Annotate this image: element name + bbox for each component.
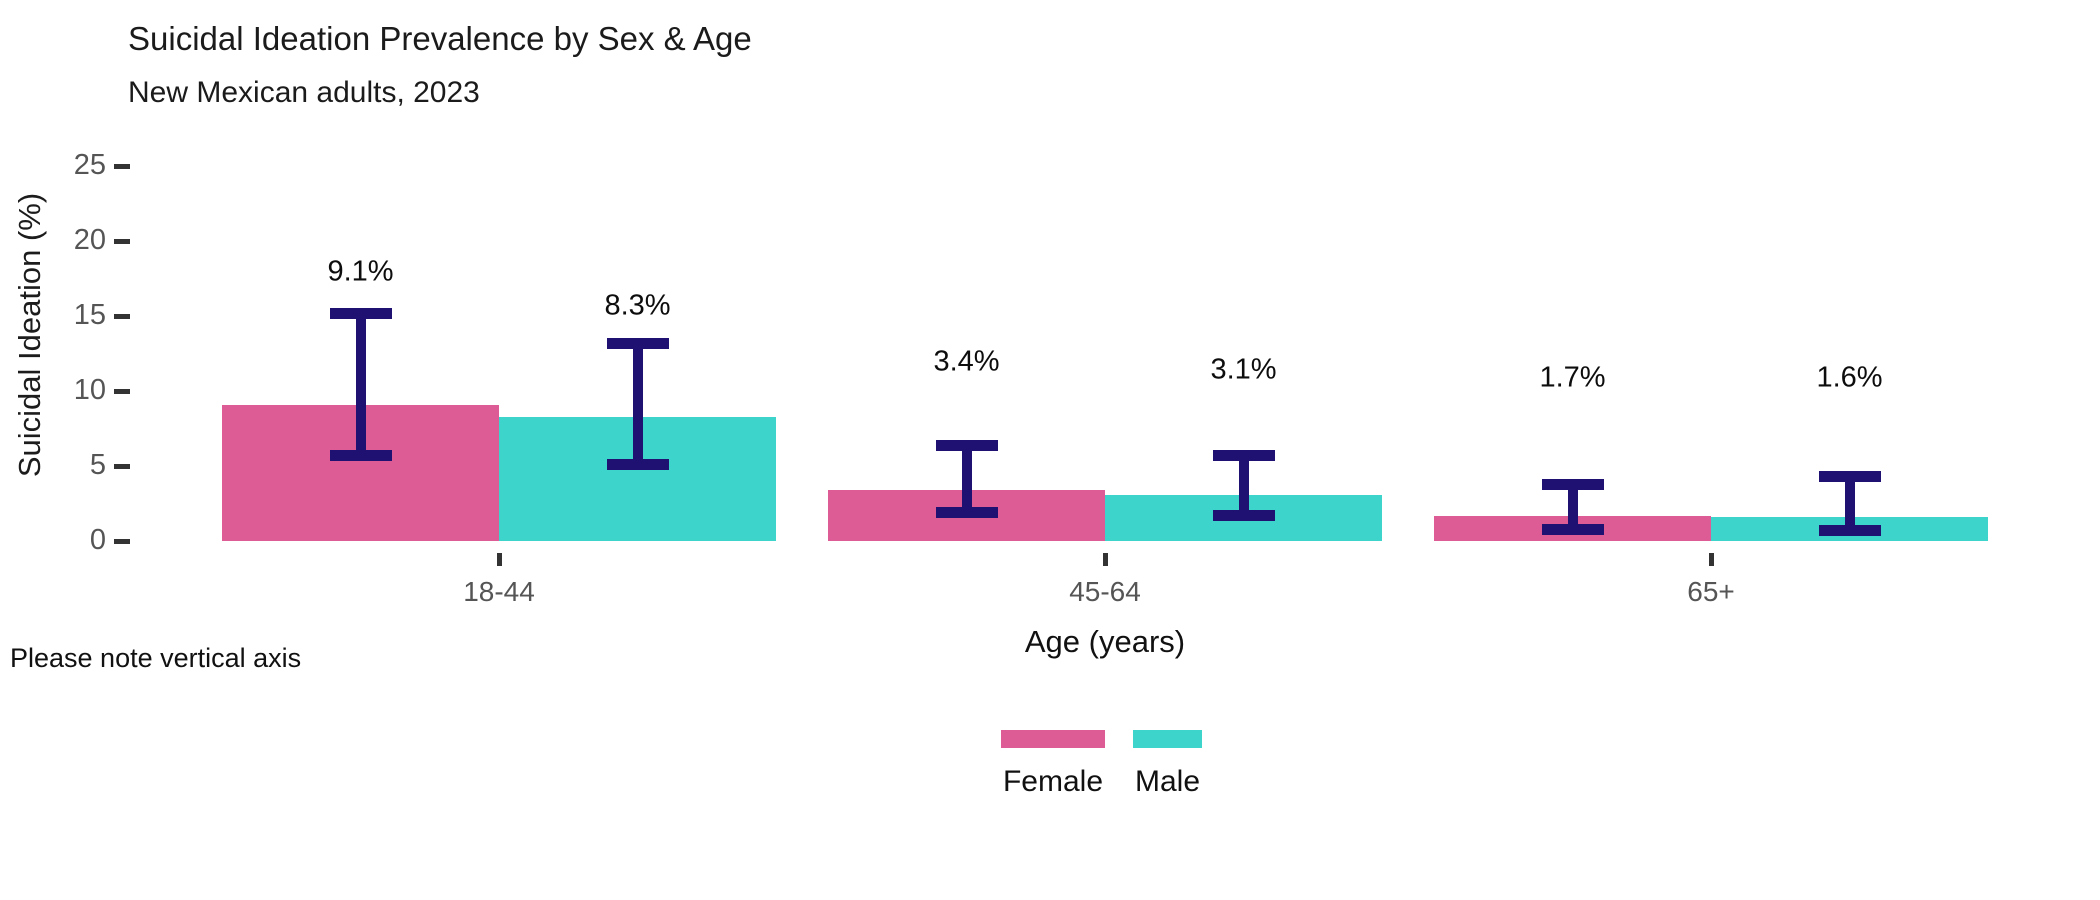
error-bar-line-female-18-44 xyxy=(355,313,366,456)
chart-subtitle: New Mexican adults, 2023 xyxy=(128,76,480,109)
x-tick-mark-65+ xyxy=(1708,553,1714,566)
x-tick-label-18-44: 18-44 xyxy=(463,576,535,607)
y-tick-label-25: 25 xyxy=(73,149,106,181)
legend-swatch-male xyxy=(1133,730,1202,748)
error-bar-line-male-45-64 xyxy=(1238,455,1249,516)
y-tick-label-10: 10 xyxy=(73,374,106,406)
error-bar-cap-low-male-65+ xyxy=(1818,525,1881,536)
y-tick-label-15: 15 xyxy=(73,299,106,331)
x-tick-mark-45-64 xyxy=(1102,553,1108,566)
error-bar-cap-high-female-65+ xyxy=(1541,478,1604,490)
value-label-male-18-44: 8.3% xyxy=(604,289,671,322)
value-label-female-18-44: 9.1% xyxy=(327,255,394,288)
y-tick-mark-20 xyxy=(114,238,130,244)
y-tick-mark-0 xyxy=(114,538,130,544)
x-tick-label-65+: 65+ xyxy=(1687,576,1735,607)
legend-item-male: Male xyxy=(1133,730,1202,799)
y-tick-mark-15 xyxy=(114,313,130,319)
y-tick-label-5: 5 xyxy=(89,449,106,481)
error-bar-cap-low-female-65+ xyxy=(1541,523,1604,535)
error-bar-line-female-45-64 xyxy=(961,445,972,513)
error-bar-cap-high-male-18-44 xyxy=(606,337,669,349)
error-bar-line-male-18-44 xyxy=(632,343,643,465)
value-label-male-65+: 1.6% xyxy=(1816,361,1883,394)
value-label-male-45-64: 3.1% xyxy=(1210,353,1277,386)
error-bar-cap-high-male-65+ xyxy=(1818,471,1881,482)
y-tick-label-20: 20 xyxy=(73,224,106,256)
error-bar-cap-low-female-45-64 xyxy=(935,507,998,518)
value-label-female-65+: 1.7% xyxy=(1539,361,1606,394)
error-bar-cap-high-female-45-64 xyxy=(935,439,998,451)
y-tick-label-0: 0 xyxy=(89,524,106,556)
chart-title: Suicidal Ideation Prevalence by Sex & Ag… xyxy=(128,20,752,57)
legend-swatch-female xyxy=(1001,730,1105,748)
legend-item-female: Female xyxy=(1001,730,1105,799)
legend-label-male: Male xyxy=(1134,765,1201,798)
x-tick-mark-18-44 xyxy=(496,553,502,566)
y-tick-mark-10 xyxy=(114,388,130,394)
error-bar-line-male-65+ xyxy=(1844,476,1855,531)
error-bar-cap-low-female-18-44 xyxy=(329,450,392,461)
x-tick-label-45-64: 45-64 xyxy=(1069,576,1141,607)
error-bar-line-female-65+ xyxy=(1567,484,1578,529)
axis-note: Please note vertical axis xyxy=(10,643,302,673)
error-bar-cap-low-male-45-64 xyxy=(1212,510,1275,521)
error-bar-cap-low-male-18-44 xyxy=(606,459,669,470)
error-bar-cap-high-female-18-44 xyxy=(329,307,392,319)
error-bar-cap-high-male-45-64 xyxy=(1212,450,1275,461)
value-label-female-45-64: 3.4% xyxy=(933,345,1000,378)
x-axis-title: Age (years) xyxy=(1024,624,1186,659)
legend: Female Male xyxy=(1001,730,1202,799)
legend-label-female: Female xyxy=(1002,765,1104,798)
y-tick-mark-25 xyxy=(114,163,130,169)
y-tick-mark-5 xyxy=(114,463,130,469)
